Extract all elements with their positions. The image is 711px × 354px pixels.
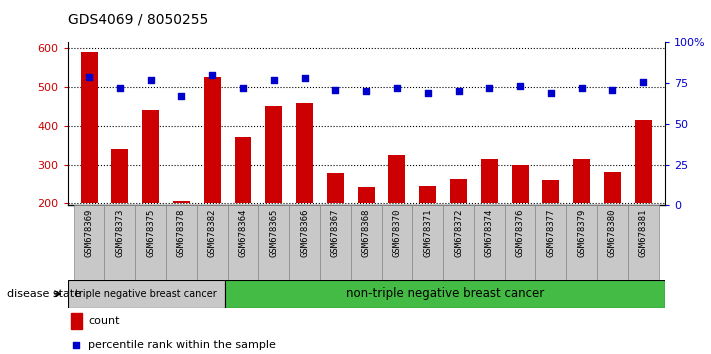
- Text: GSM678381: GSM678381: [638, 209, 648, 257]
- Point: [422, 90, 434, 96]
- Text: GSM678373: GSM678373: [115, 209, 124, 257]
- Bar: [542, 180, 560, 204]
- Bar: [535, 205, 566, 280]
- Text: GSM678378: GSM678378: [177, 209, 186, 257]
- Bar: [173, 201, 190, 204]
- Bar: [327, 173, 344, 204]
- Point: [453, 88, 464, 94]
- Bar: [112, 149, 129, 204]
- Point: [114, 85, 126, 91]
- Point: [268, 77, 279, 83]
- Bar: [166, 205, 197, 280]
- Text: GSM678372: GSM678372: [454, 209, 463, 257]
- Text: disease state: disease state: [7, 289, 81, 299]
- Text: GSM678379: GSM678379: [577, 209, 586, 257]
- Bar: [105, 205, 135, 280]
- Text: GSM678368: GSM678368: [362, 209, 370, 257]
- Bar: [74, 205, 105, 280]
- Point: [483, 85, 495, 91]
- Bar: [388, 155, 405, 204]
- Bar: [512, 165, 528, 204]
- Text: GSM678367: GSM678367: [331, 209, 340, 257]
- Text: GSM678374: GSM678374: [485, 209, 494, 257]
- Point: [70, 342, 82, 348]
- Bar: [135, 205, 166, 280]
- Bar: [635, 120, 652, 204]
- Bar: [443, 205, 474, 280]
- Point: [606, 87, 618, 92]
- Text: count: count: [88, 316, 120, 326]
- Bar: [68, 280, 225, 308]
- Point: [514, 84, 525, 89]
- Text: GSM678376: GSM678376: [515, 209, 525, 257]
- Bar: [573, 159, 590, 204]
- Text: GSM678380: GSM678380: [608, 209, 617, 257]
- Bar: [235, 137, 252, 204]
- Point: [330, 87, 341, 92]
- Text: triple negative breast cancer: triple negative breast cancer: [75, 289, 217, 299]
- Text: GSM678377: GSM678377: [546, 209, 555, 257]
- Text: GSM678366: GSM678366: [300, 209, 309, 257]
- Bar: [204, 78, 220, 204]
- Bar: [566, 205, 597, 280]
- Text: GSM678370: GSM678370: [392, 209, 402, 257]
- Point: [391, 85, 402, 91]
- Bar: [604, 172, 621, 204]
- Bar: [320, 205, 351, 280]
- Text: GDS4069 / 8050255: GDS4069 / 8050255: [68, 12, 208, 27]
- Bar: [296, 103, 313, 204]
- Point: [145, 77, 156, 83]
- Point: [83, 74, 95, 80]
- Text: GSM678364: GSM678364: [238, 209, 247, 257]
- Point: [638, 79, 649, 84]
- Bar: [258, 205, 289, 280]
- Text: percentile rank within the sample: percentile rank within the sample: [88, 340, 277, 350]
- Point: [299, 75, 310, 81]
- Point: [576, 85, 587, 91]
- Text: non-triple negative breast cancer: non-triple negative breast cancer: [346, 287, 544, 300]
- Text: GSM678371: GSM678371: [423, 209, 432, 257]
- Bar: [628, 205, 658, 280]
- Bar: [142, 110, 159, 204]
- Bar: [450, 179, 467, 204]
- Bar: [80, 52, 97, 204]
- Text: GSM678365: GSM678365: [269, 209, 278, 257]
- Bar: [481, 159, 498, 204]
- Bar: [225, 280, 665, 308]
- Bar: [412, 205, 443, 280]
- Bar: [382, 205, 412, 280]
- Bar: [228, 205, 258, 280]
- Bar: [351, 205, 382, 280]
- Bar: [419, 186, 437, 204]
- Point: [360, 88, 372, 94]
- Bar: [358, 187, 375, 204]
- Bar: [597, 205, 628, 280]
- Bar: [474, 205, 505, 280]
- Bar: [505, 205, 535, 280]
- Point: [237, 85, 249, 91]
- Bar: [197, 205, 228, 280]
- Bar: [289, 205, 320, 280]
- Text: GSM678375: GSM678375: [146, 209, 155, 257]
- Point: [207, 72, 218, 78]
- Text: GSM678369: GSM678369: [85, 209, 94, 257]
- Text: GSM678382: GSM678382: [208, 209, 217, 257]
- Bar: [265, 107, 282, 204]
- Point: [545, 90, 557, 96]
- Bar: [70, 313, 82, 329]
- Point: [176, 93, 187, 99]
